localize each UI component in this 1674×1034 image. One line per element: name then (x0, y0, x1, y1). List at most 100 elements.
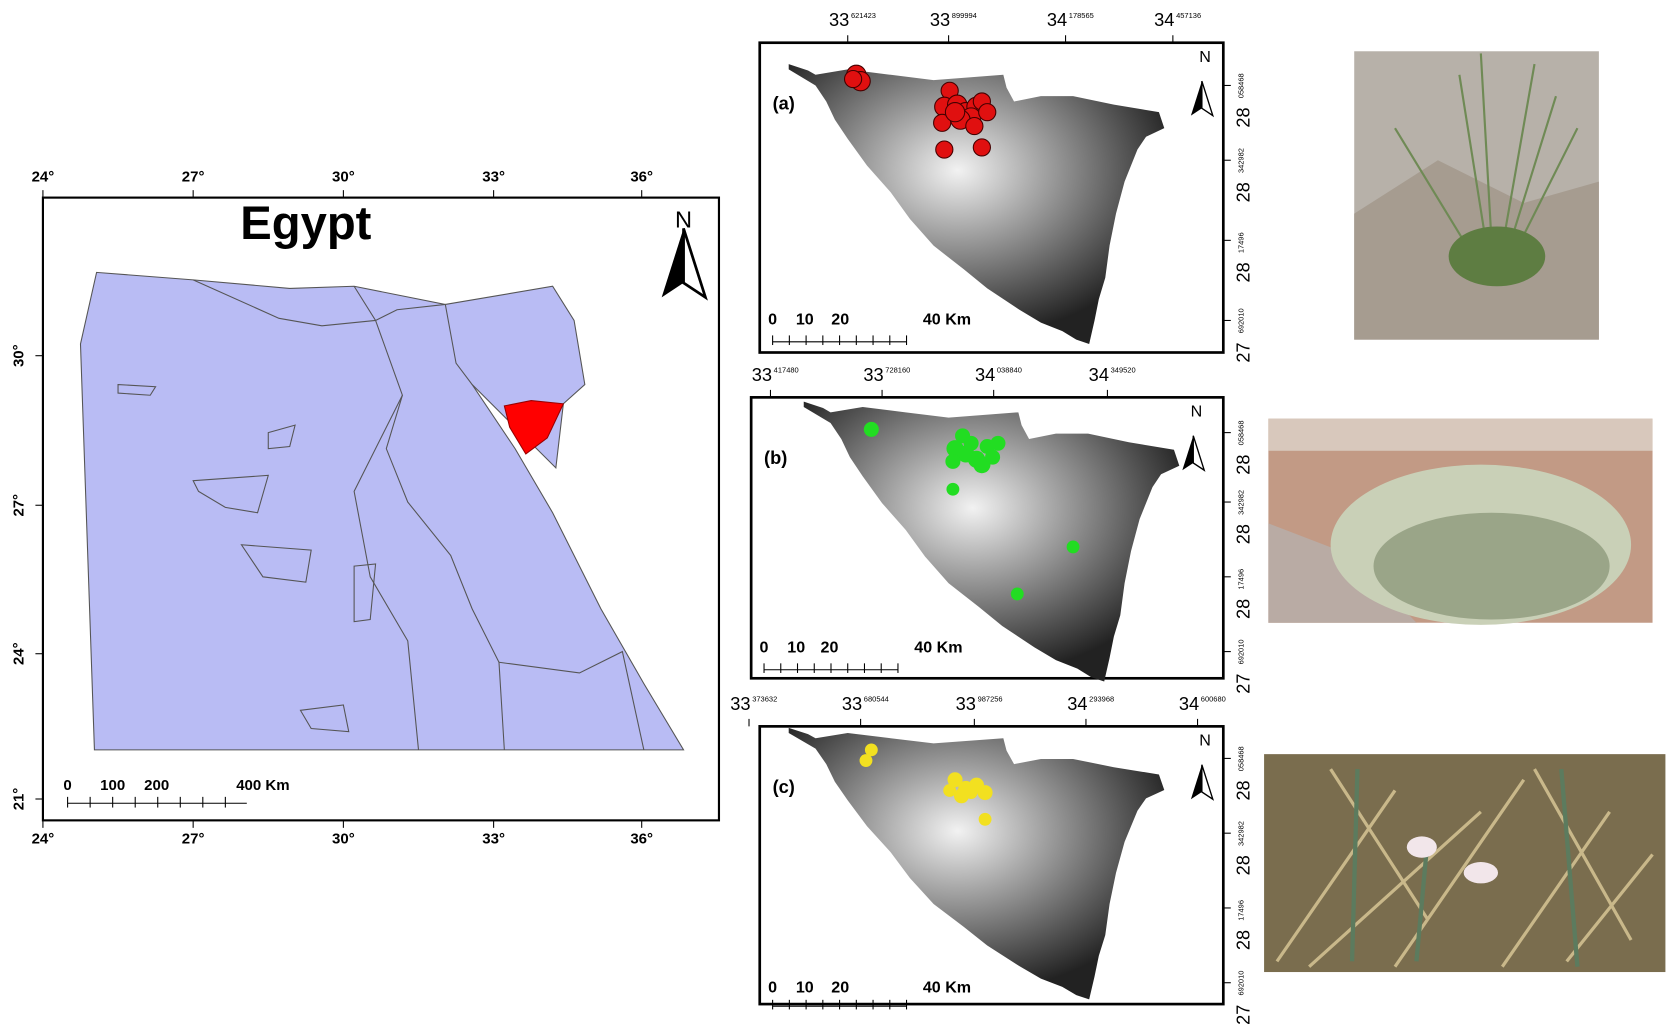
top-tick-label: 34 (975, 365, 995, 385)
panel-label: (a) (773, 94, 795, 114)
right-tick-label: 28 (1234, 930, 1254, 950)
right-tick-label: 28 (1234, 855, 1254, 875)
top-tick-label: 34 (1089, 365, 1109, 385)
top-tick-minor: 899994 (952, 11, 977, 20)
bottom-tick-label: 24° (32, 831, 55, 848)
right-tick-minor: 692010 (1237, 639, 1246, 664)
occurrence-point (946, 482, 960, 496)
photo-b (1268, 418, 1653, 625)
right-tick-label: 27 (1234, 1005, 1254, 1025)
occurrence-point (985, 449, 1001, 465)
top-tick-label: 34 (1154, 10, 1174, 30)
right-tick-label: 27 (1234, 342, 1254, 362)
right-tick-minor: 058468 (1237, 746, 1246, 771)
occurrence-point (978, 812, 992, 826)
left-tick-label: 24° (10, 642, 27, 665)
occurrence-point (963, 435, 979, 451)
scale-label: 100 (100, 777, 125, 794)
scale-label: 400 Km (236, 777, 289, 794)
top-tick-label: 36° (630, 168, 653, 185)
scale-label: 0 (768, 311, 777, 329)
right-tick-minor: 17496 (1237, 232, 1246, 253)
scale-label: 20 (831, 311, 849, 329)
occurrence-point (965, 116, 984, 136)
panel-label: (b) (764, 448, 787, 468)
right-tick-label: 28 (1234, 107, 1254, 127)
right-tick-minor: 692010 (1237, 971, 1246, 996)
bottom-tick-label: 27° (182, 831, 205, 848)
top-tick-label: 33 (752, 365, 772, 385)
top-tick-minor: 373632 (752, 695, 777, 704)
occurrence-point (944, 102, 966, 123)
study-area (503, 400, 565, 455)
north-label: N (1191, 403, 1203, 421)
bottom-tick-label: 36° (630, 831, 653, 848)
scale-label: 40 Km (923, 978, 971, 996)
top-tick-minor: 457136 (1176, 11, 1201, 20)
occurrence-point (1066, 540, 1080, 554)
scale-label: 20 (831, 978, 849, 996)
occurrence-point (978, 103, 997, 122)
top-tick-label: 34 (1067, 694, 1087, 714)
right-tick-minor: 342982 (1237, 490, 1246, 515)
top-tick-minor: 417480 (774, 366, 799, 375)
occurrence-point (977, 785, 993, 801)
occurrence-point (863, 421, 879, 437)
top-tick-minor: 349520 (1111, 366, 1136, 375)
north-label: N (675, 206, 692, 232)
right-tick-label: 27 (1234, 674, 1254, 694)
right-tick-label: 28 (1234, 262, 1254, 282)
bottom-tick-label: 30° (332, 831, 355, 848)
top-tick-minor: 178565 (1069, 11, 1094, 20)
egypt-boundaries (117, 279, 645, 750)
top-tick-minor: 680544 (864, 695, 889, 704)
left-tick-label: 27° (10, 494, 27, 517)
map-title: Egypt (240, 196, 371, 249)
right-tick-minor: 058468 (1237, 421, 1246, 446)
north-label: N (1199, 48, 1211, 66)
top-tick-minor: 600680 (1201, 695, 1226, 704)
right-tick-label: 28 (1234, 524, 1254, 544)
right-tick-label: 28 (1234, 455, 1254, 475)
scale-label: 10 (787, 639, 805, 657)
scale-label: 0 (768, 978, 777, 996)
left-tick-label: 30° (10, 344, 27, 367)
occurrence-point (943, 784, 957, 797)
occurrence-point (859, 754, 873, 767)
top-tick-minor: 621423 (851, 11, 876, 20)
top-tick-minor: 728160 (885, 366, 910, 375)
scale-label: 20 (821, 639, 839, 657)
bottom-tick-label: 33° (482, 831, 505, 848)
photo-a (1354, 51, 1599, 340)
occurrence-point (947, 772, 963, 788)
photo-c (1264, 754, 1666, 973)
scale-label: 10 (796, 978, 814, 996)
top-tick-label: 30° (332, 168, 355, 185)
top-tick-label: 34 (1047, 10, 1067, 30)
top-tick-label: 33 (842, 694, 862, 714)
top-tick-label: 27° (182, 168, 205, 185)
top-tick-label: 24° (32, 168, 55, 185)
top-tick-label: 33° (482, 168, 505, 185)
occurrence-point (843, 69, 863, 89)
scale-label: 0 (63, 777, 71, 794)
occurrence-point (933, 113, 952, 132)
scale-label: 40 Km (914, 639, 962, 657)
right-tick-label: 28 (1234, 182, 1254, 202)
scale-label: 40 Km (923, 311, 971, 329)
top-tick-label: 34 (1179, 694, 1199, 714)
panel-label: (c) (773, 777, 795, 797)
right-tick-minor: 342982 (1237, 148, 1246, 173)
scale-label: 0 (760, 639, 769, 657)
occurrence-point (1010, 587, 1024, 601)
right-tick-minor: 342982 (1237, 821, 1246, 846)
top-tick-label: 33 (956, 694, 976, 714)
occurrence-point (864, 743, 878, 757)
occurrence-point (935, 140, 954, 159)
left-tick-label: 21° (10, 788, 27, 811)
right-tick-label: 28 (1234, 780, 1254, 800)
right-tick-label: 28 (1234, 599, 1254, 619)
scale-label: 10 (796, 311, 814, 329)
